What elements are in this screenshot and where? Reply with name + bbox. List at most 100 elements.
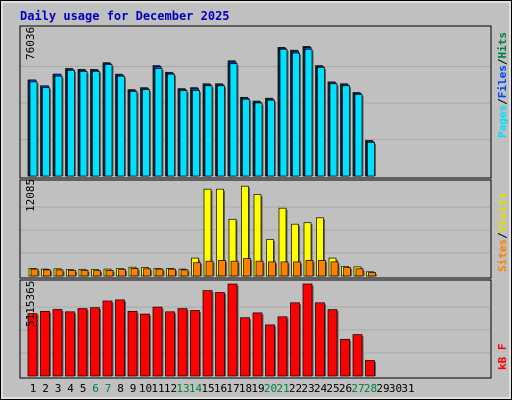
kbytes-bar: [340, 338, 350, 377]
sites-bar: [105, 269, 114, 277]
pages-bar: [79, 71, 88, 177]
kbytes-bar: [290, 302, 300, 377]
legend-sep-3: /: [496, 232, 509, 239]
x-tick-label: 10: [139, 382, 152, 395]
pages-bar: [254, 102, 263, 177]
kbytes-bar: [327, 309, 338, 377]
pages-bar: [267, 99, 275, 177]
x-tick-label: 21: [276, 382, 289, 395]
x-tick-label: 9: [130, 382, 137, 395]
kbytes-bar: [190, 310, 200, 377]
sites-bar: [93, 270, 101, 277]
pages-bar: [192, 90, 200, 177]
pages-bar: [54, 75, 63, 177]
x-tick-label: 8: [117, 382, 124, 395]
legend-pages: Pages: [496, 105, 509, 138]
legend-sep-1: /: [496, 98, 509, 105]
pages-bar: [229, 63, 238, 177]
pages-bar: [292, 52, 300, 177]
legend-visits-sites: Sites/Visits: [496, 193, 509, 273]
sites-bar: [318, 260, 326, 277]
chart-title: Daily usage for December 2025: [20, 9, 230, 23]
kbytes-bar: [127, 310, 138, 377]
pages-bar: [354, 94, 363, 177]
sites-bar: [230, 260, 239, 277]
kbytes-bar: [227, 283, 238, 377]
sites-bar: [255, 260, 264, 277]
sites-bar: [155, 268, 164, 277]
x-tick-label: 4: [67, 382, 74, 395]
legend-hits: Hits: [496, 32, 509, 59]
pages-bar: [117, 75, 125, 177]
x-tick-label: 28: [364, 382, 377, 395]
x-tick-label: 14: [189, 382, 203, 395]
pages-bar: [279, 48, 288, 177]
x-tick-label: 5: [80, 382, 87, 395]
legend-sep-2: /: [496, 58, 509, 65]
pages-bar: [179, 90, 188, 177]
sites-bar: [280, 261, 289, 277]
pages-bar: [29, 81, 38, 177]
pages-bar: [217, 85, 225, 177]
pages-bar: [204, 85, 213, 177]
x-tick-label: 3: [55, 382, 62, 395]
pages-bar: [154, 68, 163, 177]
kbytes-bar: [302, 283, 313, 377]
legend-files: Files: [496, 65, 509, 98]
kbytes-bar: [52, 309, 63, 377]
legend-kbytes: kB F: [496, 344, 509, 371]
kbytes-bar: [177, 308, 188, 377]
sites-bar: [293, 261, 301, 277]
bars-layer: [27, 46, 377, 377]
x-tick-label: 20: [264, 382, 277, 395]
x-tick-label: 18: [239, 382, 252, 395]
sites-bar: [305, 260, 314, 277]
x-tick-label: 16: [214, 382, 227, 395]
pages-bar: [342, 85, 350, 177]
legend-hits-files-pages: Pages/Files/Hits: [496, 32, 509, 138]
x-tick-label: 6: [92, 382, 99, 395]
x-tick-label: 12: [164, 382, 177, 395]
pages-bar: [367, 142, 375, 177]
pages-bar: [329, 83, 338, 177]
sites-bar: [268, 261, 276, 277]
x-tick-label: 17: [226, 382, 239, 395]
sites-bar: [130, 268, 139, 277]
kbytes-bar: [352, 334, 363, 377]
sites-bar: [68, 269, 76, 277]
x-tick-label: 13: [176, 382, 189, 395]
x-tick-label: 24: [314, 382, 328, 395]
x-tick-label: 1: [30, 382, 37, 395]
pages-bar: [304, 48, 313, 177]
kbytes-bar: [40, 310, 50, 377]
kbytes-bar: [77, 308, 88, 377]
kbytes-bar: [315, 302, 325, 377]
hits-ymax-label: 76036: [24, 27, 37, 60]
x-tick-label: 22: [289, 382, 302, 395]
pages-bar: [67, 70, 75, 177]
sites-bar: [168, 268, 176, 277]
sites-bar: [180, 269, 189, 277]
sites-bar: [30, 268, 39, 277]
x-tick-label: 23: [301, 382, 314, 395]
x-tick-label: 7: [105, 382, 112, 395]
visits-ymax-label: 12085: [24, 179, 37, 212]
kbytes-bar: [365, 360, 375, 377]
kbytes-bar: [152, 306, 163, 377]
kbytes-bar: [90, 307, 100, 377]
sites-bar: [43, 269, 51, 277]
kbytes-bar: [277, 316, 288, 377]
x-tick-label: 26: [339, 382, 352, 395]
pages-bar: [42, 87, 50, 177]
kbytes-bar: [215, 292, 225, 377]
pages-bar: [317, 67, 325, 177]
x-tick-label: 30: [389, 382, 402, 395]
pages-bar: [129, 91, 138, 177]
kbytes-bar: [265, 324, 275, 377]
kbytes-bar: [27, 313, 38, 377]
sites-bar: [193, 262, 201, 277]
sites-bar: [343, 267, 351, 277]
